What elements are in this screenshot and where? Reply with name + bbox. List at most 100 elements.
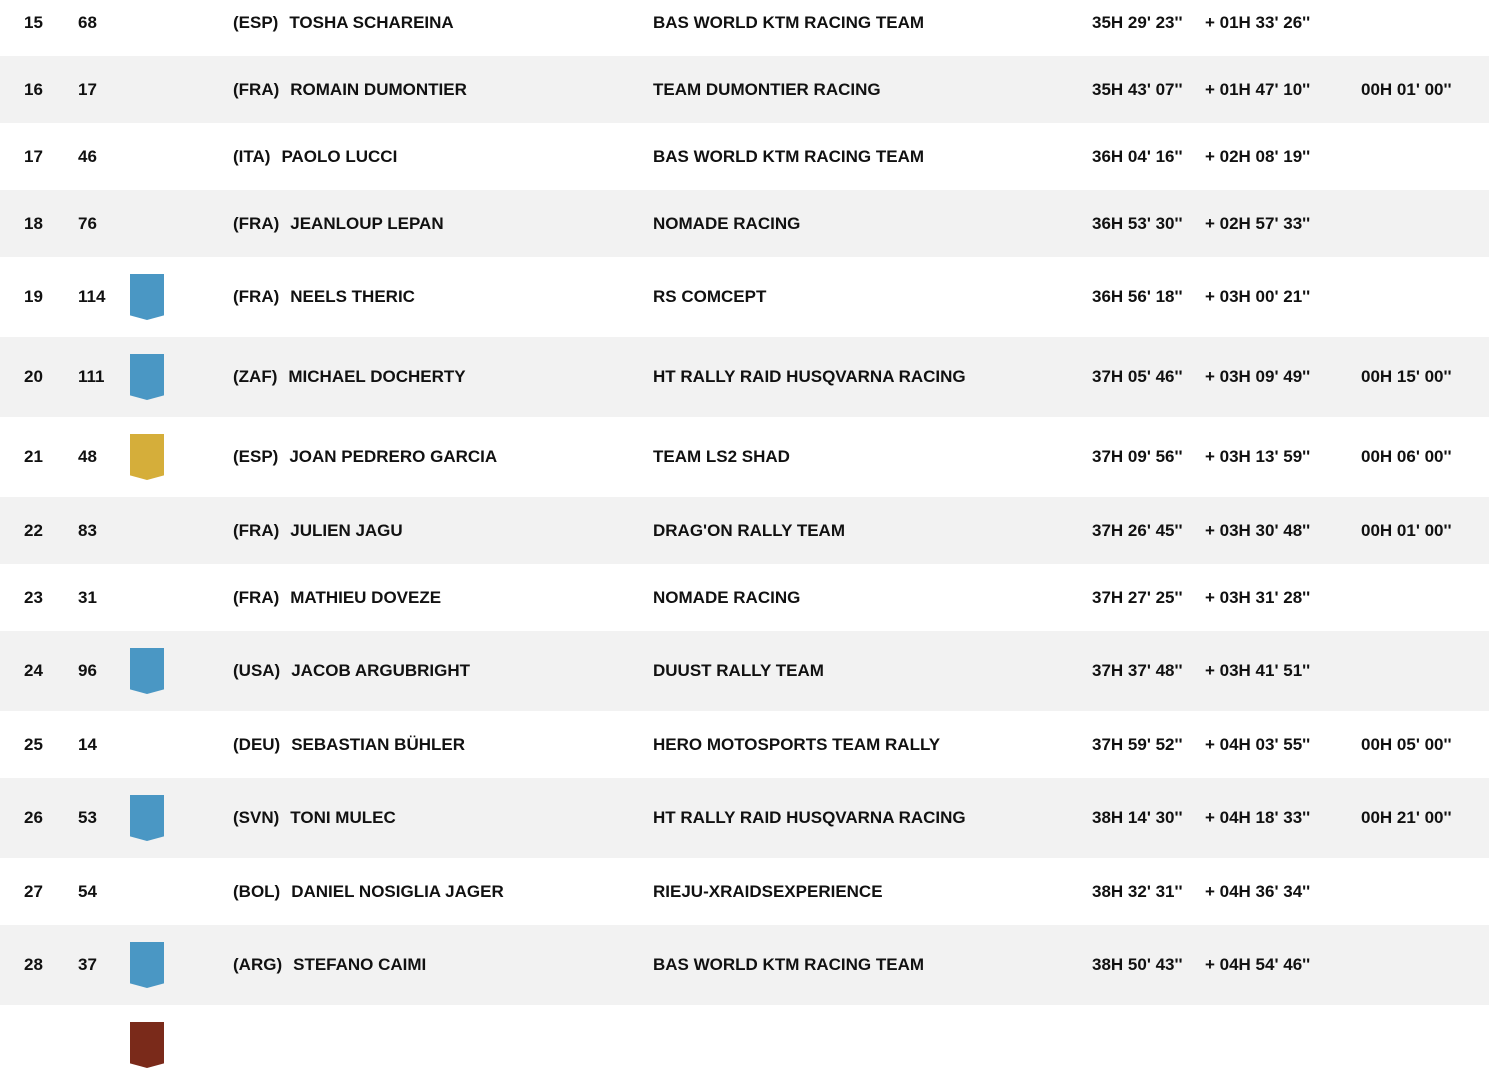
time-gap: + 03H 00' 21'' <box>1205 287 1311 306</box>
total-time: 37H 59' 52'' <box>1092 734 1183 754</box>
total-time: 36H 04' 16'' <box>1092 146 1183 166</box>
category-badge-icon <box>130 942 164 988</box>
table-row[interactable]: 15 68 (ESP) TOSHA SCHAREINA BAS WORLD KTM RA… <box>0 0 1489 56</box>
total-time: 37H 37' 48'' <box>1092 661 1183 680</box>
rider-name: ROMAIN DUMONTIER <box>290 79 467 99</box>
nationality: (ESP) <box>233 447 279 466</box>
time-gap: + 04H 03' 55'' <box>1205 734 1311 754</box>
team-name: NOMADE RACING <box>653 587 801 607</box>
rider-name: STEFANO CAIMI <box>293 955 427 974</box>
team-name: BAS WORLD KTM RACING TEAM <box>653 955 925 974</box>
nationality: (BOL) <box>233 881 281 901</box>
rider[interactable]: (SVN) TONI MULEC <box>233 808 396 828</box>
table-row[interactable]: 19 114 (FRA) NEELS THERIC RS COMCEPT 36H 56' … <box>0 257 1489 337</box>
team-name: DRAG'ON RALLY TEAM <box>653 520 845 540</box>
table-row[interactable]: 21 48 (ESP) JOAN PEDRERO GARCIA TEAM LS2 SHA… <box>0 417 1489 497</box>
team-name: HERO MOTOSPORTS TEAM RALLY <box>653 734 941 754</box>
table-row[interactable]: 22 83 (FRA) JULIEN JAGU DRAG'ON RALLY TEAM 37… <box>0 497 1489 564</box>
rider-name: PAOLO LUCCI <box>281 146 398 166</box>
bib-number: 111 <box>78 367 105 386</box>
table-row[interactable]: 23 31 (FRA) MATHIEU DOVEZE NOMADE RACING 37H … <box>0 564 1489 631</box>
rider-name: SEBASTIAN BÜHLER <box>291 734 466 754</box>
nationality: (ARG) <box>233 955 283 974</box>
total-time: 35H 29' 23'' <box>1092 12 1183 32</box>
bib-number: 48 <box>78 447 97 466</box>
team-name: NOMADE RACING <box>653 213 801 233</box>
bib-number: 76 <box>78 213 97 233</box>
rider-name: TONI MULEC <box>290 808 396 827</box>
rider[interactable]: (FRA) MATHIEU DOVEZE <box>233 588 441 608</box>
position: 18 <box>24 213 43 233</box>
time-gap: + 03H 41' 51'' <box>1205 661 1311 680</box>
penalty: 00H 05' 00'' <box>1361 734 1452 754</box>
rider[interactable]: (ITA) PAOLO LUCCI <box>233 147 397 167</box>
team-name: HT RALLY RAID HUSQVARNA RACING <box>653 367 966 386</box>
table-row[interactable]: 24 96 (USA) JACOB ARGUBRIGHT DUUST RALLY TEA… <box>0 631 1489 711</box>
total-time: 38H 32' 31'' <box>1092 881 1183 901</box>
rider[interactable]: (FRA) NEELS THERIC <box>233 287 415 307</box>
table-row[interactable] <box>0 1005 1489 1085</box>
nationality: (FRA) <box>233 287 280 306</box>
rider[interactable] <box>233 1035 244 1055</box>
category-badge-icon <box>130 648 164 694</box>
category-badge-icon <box>130 274 164 320</box>
rider[interactable]: (FRA) JULIEN JAGU <box>233 521 403 541</box>
table-row[interactable]: 28 37 (ARG) STEFANO CAIMI BAS WORLD KTM RACI… <box>0 925 1489 1005</box>
bib-number: 31 <box>78 587 97 607</box>
rider-name: JOAN PEDRERO GARCIA <box>289 447 498 466</box>
team-name: BAS WORLD KTM RACING TEAM <box>653 12 925 32</box>
position: 26 <box>24 808 43 827</box>
total-time: 35H 43' 07'' <box>1092 79 1183 99</box>
nationality: (FRA) <box>233 79 280 99</box>
category-badge-icon <box>130 354 164 400</box>
total-time: 37H 27' 25'' <box>1092 587 1183 607</box>
rider[interactable]: (ESP) TOSHA SCHAREINA <box>233 13 454 33</box>
nationality: (DEU) <box>233 734 281 754</box>
team-name: DUUST RALLY TEAM <box>653 661 824 680</box>
bib-number: 37 <box>78 955 97 974</box>
table-row[interactable]: 20 111 (ZAF) MICHAEL DOCHERTY HT RALLY RAID … <box>0 337 1489 417</box>
total-time: 37H 26' 45'' <box>1092 520 1183 540</box>
rider[interactable]: (ZAF) MICHAEL DOCHERTY <box>233 367 466 387</box>
nationality: (ZAF) <box>233 367 278 386</box>
penalty: 00H 06' 00'' <box>1361 447 1452 466</box>
rider[interactable]: (FRA) ROMAIN DUMONTIER <box>233 80 467 100</box>
time-gap: + 01H 33' 26'' <box>1205 12 1311 32</box>
time-gap: + 03H 31' 28'' <box>1205 587 1311 607</box>
rider[interactable]: (USA) JACOB ARGUBRIGHT <box>233 661 470 681</box>
rider[interactable]: (ARG) STEFANO CAIMI <box>233 955 426 975</box>
table-row[interactable]: 18 76 (FRA) JEANLOUP LEPAN NOMADE RACING 36H … <box>0 190 1489 257</box>
team-name: TEAM LS2 SHAD <box>653 447 790 466</box>
position: 16 <box>24 79 43 99</box>
position: 27 <box>24 881 43 901</box>
position: 25 <box>24 734 43 754</box>
penalty: 00H 21' 00'' <box>1361 808 1452 827</box>
bib-number: 83 <box>78 520 97 540</box>
total-time: 36H 53' 30'' <box>1092 213 1183 233</box>
total-time: 37H 09' 56'' <box>1092 447 1183 466</box>
time-gap: + 04H 36' 34'' <box>1205 881 1311 901</box>
table-row[interactable]: 16 17 (FRA) ROMAIN DUMONTIER TEAM DUMONTIER … <box>0 56 1489 123</box>
table-row[interactable]: 25 14 (DEU) SEBASTIAN BÜHLER HERO MOTOSPORTS… <box>0 711 1489 778</box>
position: 23 <box>24 587 43 607</box>
nationality: (ITA) <box>233 146 271 166</box>
rider-name: TOSHA SCHAREINA <box>289 12 454 32</box>
team-name: BAS WORLD KTM RACING TEAM <box>653 146 925 166</box>
time-gap: + 02H 57' 33'' <box>1205 213 1311 233</box>
rider[interactable]: (FRA) JEANLOUP LEPAN <box>233 214 444 234</box>
table-row[interactable]: 17 46 (ITA) PAOLO LUCCI BAS WORLD KTM RACING… <box>0 123 1489 190</box>
nationality: (FRA) <box>233 587 280 607</box>
table-row[interactable]: 27 54 (BOL) DANIEL NOSIGLIA JAGER RIEJU-XRAI… <box>0 858 1489 925</box>
rider[interactable]: (ESP) JOAN PEDRERO GARCIA <box>233 447 497 467</box>
nationality: (SVN) <box>233 808 280 827</box>
position: 19 <box>24 287 43 306</box>
table-row[interactable]: 26 53 (SVN) TONI MULEC HT RALLY RAID HUSQVAR… <box>0 778 1489 858</box>
bib-number: 46 <box>78 146 97 166</box>
rider[interactable]: (DEU) SEBASTIAN BÜHLER <box>233 735 465 755</box>
bib-number: 14 <box>78 734 97 754</box>
rider-name: JEANLOUP LEPAN <box>290 213 444 233</box>
rider[interactable]: (BOL) DANIEL NOSIGLIA JAGER <box>233 882 504 902</box>
team-name: TEAM DUMONTIER RACING <box>653 79 881 99</box>
category-badge-icon <box>130 1022 164 1068</box>
